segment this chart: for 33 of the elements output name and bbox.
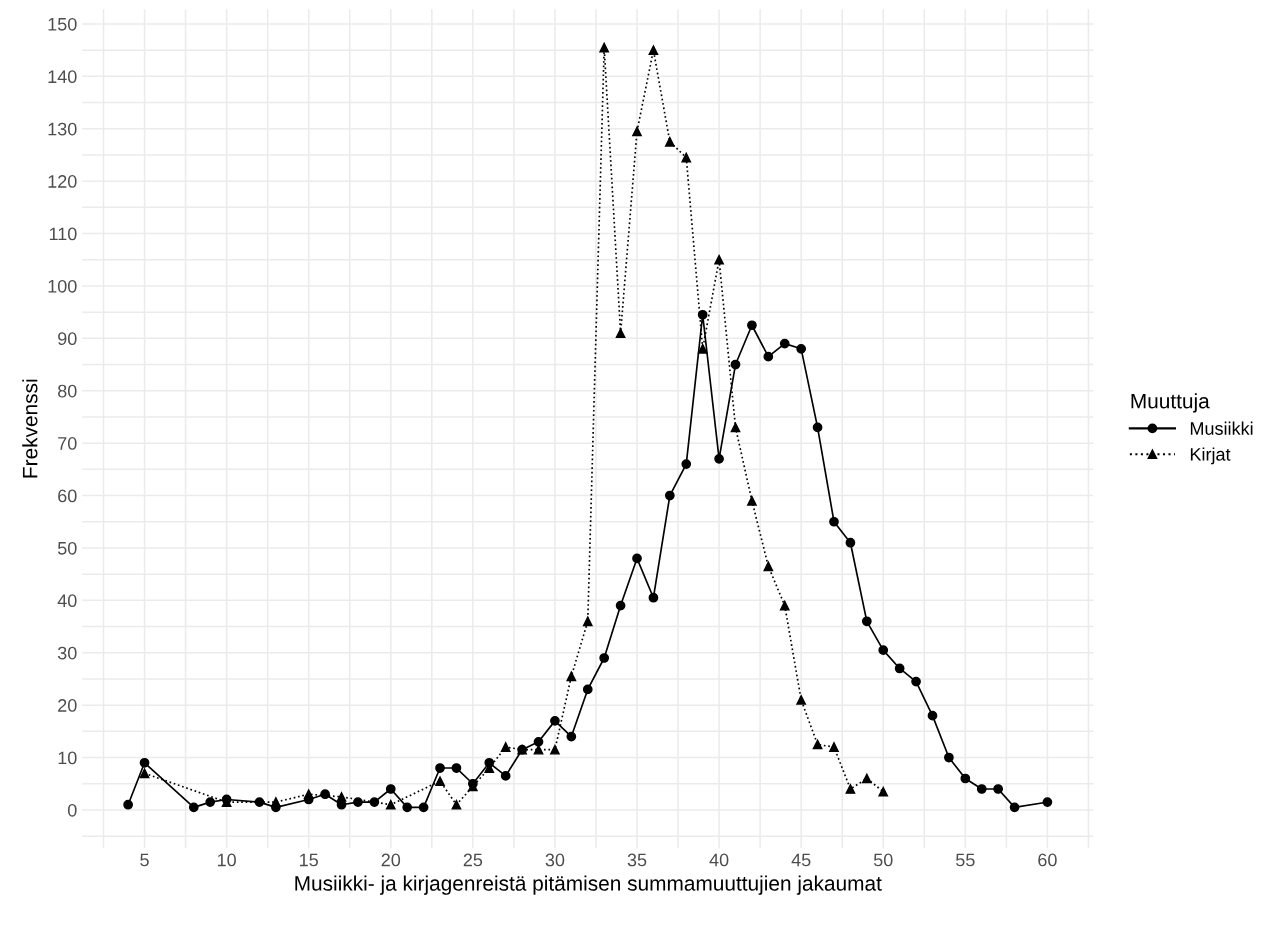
x-axis-title: Musiikki- ja kirjagenreistä pitämisen summamuuttujien jakaumat <box>295 875 882 895</box>
x-tick-label: 25 <box>463 853 483 867</box>
y-tick-label: 120 <box>48 175 77 188</box>
x-tick-label: 60 <box>1038 853 1057 867</box>
x-tick-label: 5 <box>140 853 149 867</box>
y-tick-label: 70 <box>58 437 77 450</box>
x-tick-label: 50 <box>873 853 893 867</box>
x-tick-label: 55 <box>956 853 975 867</box>
y-tick-label: 0 <box>67 803 77 817</box>
x-tick-label: 40 <box>709 853 729 867</box>
x-tick-label: 35 <box>627 853 647 867</box>
y-tick-label: 140 <box>48 70 77 84</box>
legend-label: Kirjat <box>1190 447 1231 465</box>
y-tick-label: 130 <box>48 122 77 136</box>
legend-title: Muuttuja <box>1131 393 1210 413</box>
y-tick-label: 40 <box>57 594 77 608</box>
y-tick-label: 100 <box>48 279 77 293</box>
y-tick-label: 150 <box>48 17 77 31</box>
y-tick-label: 20 <box>58 699 77 712</box>
x-tick-label: 45 <box>791 853 811 867</box>
y-tick-label: 50 <box>57 541 77 555</box>
x-tick-label: 15 <box>300 853 318 867</box>
y-tick-label: 30 <box>57 646 77 660</box>
x-tick-label: 20 <box>381 853 401 867</box>
y-tick-label: 90 <box>58 332 77 346</box>
y-axis-title: Frekvenssi <box>22 379 38 478</box>
y-tick-label: 80 <box>58 384 77 398</box>
x-tick-label: 10 <box>217 853 236 867</box>
legend-label: Musiikki <box>1190 421 1253 435</box>
y-tick-label: 110 <box>49 227 77 241</box>
y-tick-label: 60 <box>58 489 77 503</box>
y-tick-label: 10 <box>58 751 77 765</box>
x-tick-label: 30 <box>545 853 565 867</box>
